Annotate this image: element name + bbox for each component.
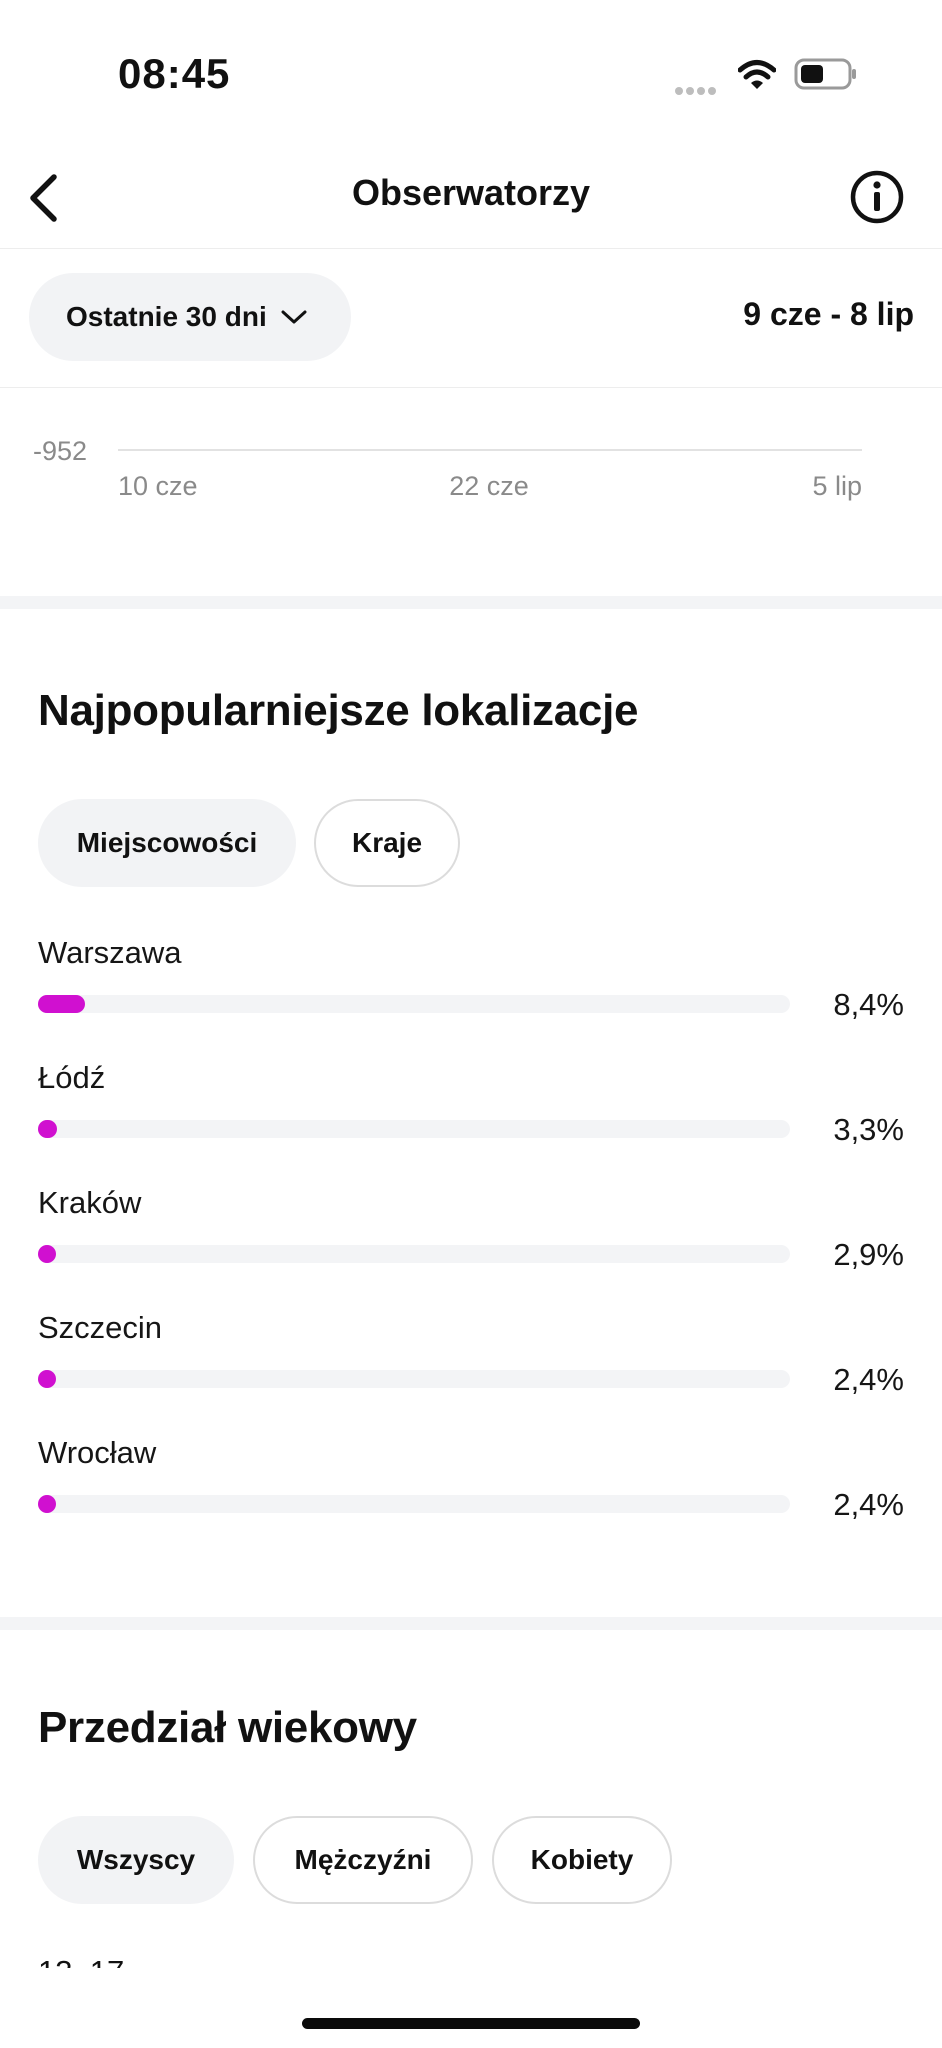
location-name: Warszawa	[38, 935, 182, 970]
header-divider	[0, 248, 942, 249]
status-time: 08:45	[118, 50, 231, 97]
battery-icon	[794, 58, 856, 90]
x-tick-label: 5 lip	[812, 471, 862, 501]
age-range-label: 13–17	[38, 1952, 124, 1968]
x-tick-label: 10 cze	[118, 471, 198, 501]
tab-countries[interactable]: Kraje	[314, 799, 460, 887]
tab-all[interactable]: Wszyscy	[38, 1816, 234, 1904]
location-bar-track	[38, 995, 790, 1013]
chevron-down-icon	[281, 310, 307, 324]
tab-cities[interactable]: Miejscowości	[38, 799, 296, 887]
location-percent: 3,3%	[833, 1112, 904, 1147]
period-divider	[0, 387, 942, 388]
period-dropdown[interactable]: Ostatnie 30 dni	[29, 273, 351, 361]
location-percent: 2,4%	[833, 1362, 904, 1397]
location-bar-track	[38, 1370, 790, 1388]
x-tick-label: 22 cze	[449, 471, 529, 501]
location-bar-fill	[38, 1370, 56, 1388]
date-range: 9 cze - 8 lip	[743, 296, 914, 332]
location-name: Szczecin	[38, 1310, 163, 1345]
location-percent: 8,4%	[833, 987, 904, 1022]
location-bar-fill	[38, 1245, 56, 1263]
locations-title: Najpopularniejsze lokalizacje	[38, 686, 639, 735]
location-bar-track	[38, 1495, 790, 1513]
location-bar-fill	[38, 995, 85, 1013]
info-icon[interactable]	[850, 170, 904, 224]
location-name: Kraków	[38, 1185, 142, 1220]
followers-chart: -952 10 cze 22 cze 5 lip	[33, 436, 862, 501]
y-tick-label: -952	[33, 436, 87, 466]
tab-women[interactable]: Kobiety	[492, 1816, 672, 1904]
age-title: Przedział wiekowy	[38, 1703, 417, 1752]
location-percent: 2,9%	[833, 1237, 904, 1272]
location-bar-fill	[38, 1120, 57, 1138]
section-divider	[0, 1617, 942, 1630]
tab-men[interactable]: Mężczyźni	[253, 1816, 473, 1904]
wifi-icon	[738, 60, 776, 89]
location-bar-track	[38, 1245, 790, 1263]
back-button[interactable]	[18, 170, 68, 226]
section-divider	[0, 596, 942, 609]
cellular-signal-icon	[675, 82, 721, 95]
location-name: Wrocław	[38, 1435, 157, 1470]
home-indicator	[302, 2018, 640, 2029]
period-dropdown-label: Ostatnie 30 dni	[66, 301, 267, 332]
location-name: Łódź	[38, 1060, 106, 1095]
chevron-left-icon	[30, 174, 57, 222]
page-title: Obserwatorzy	[351, 172, 591, 213]
location-percent: 2,4%	[833, 1487, 904, 1522]
location-bar-track	[38, 1120, 790, 1138]
location-bar-fill	[38, 1495, 56, 1513]
